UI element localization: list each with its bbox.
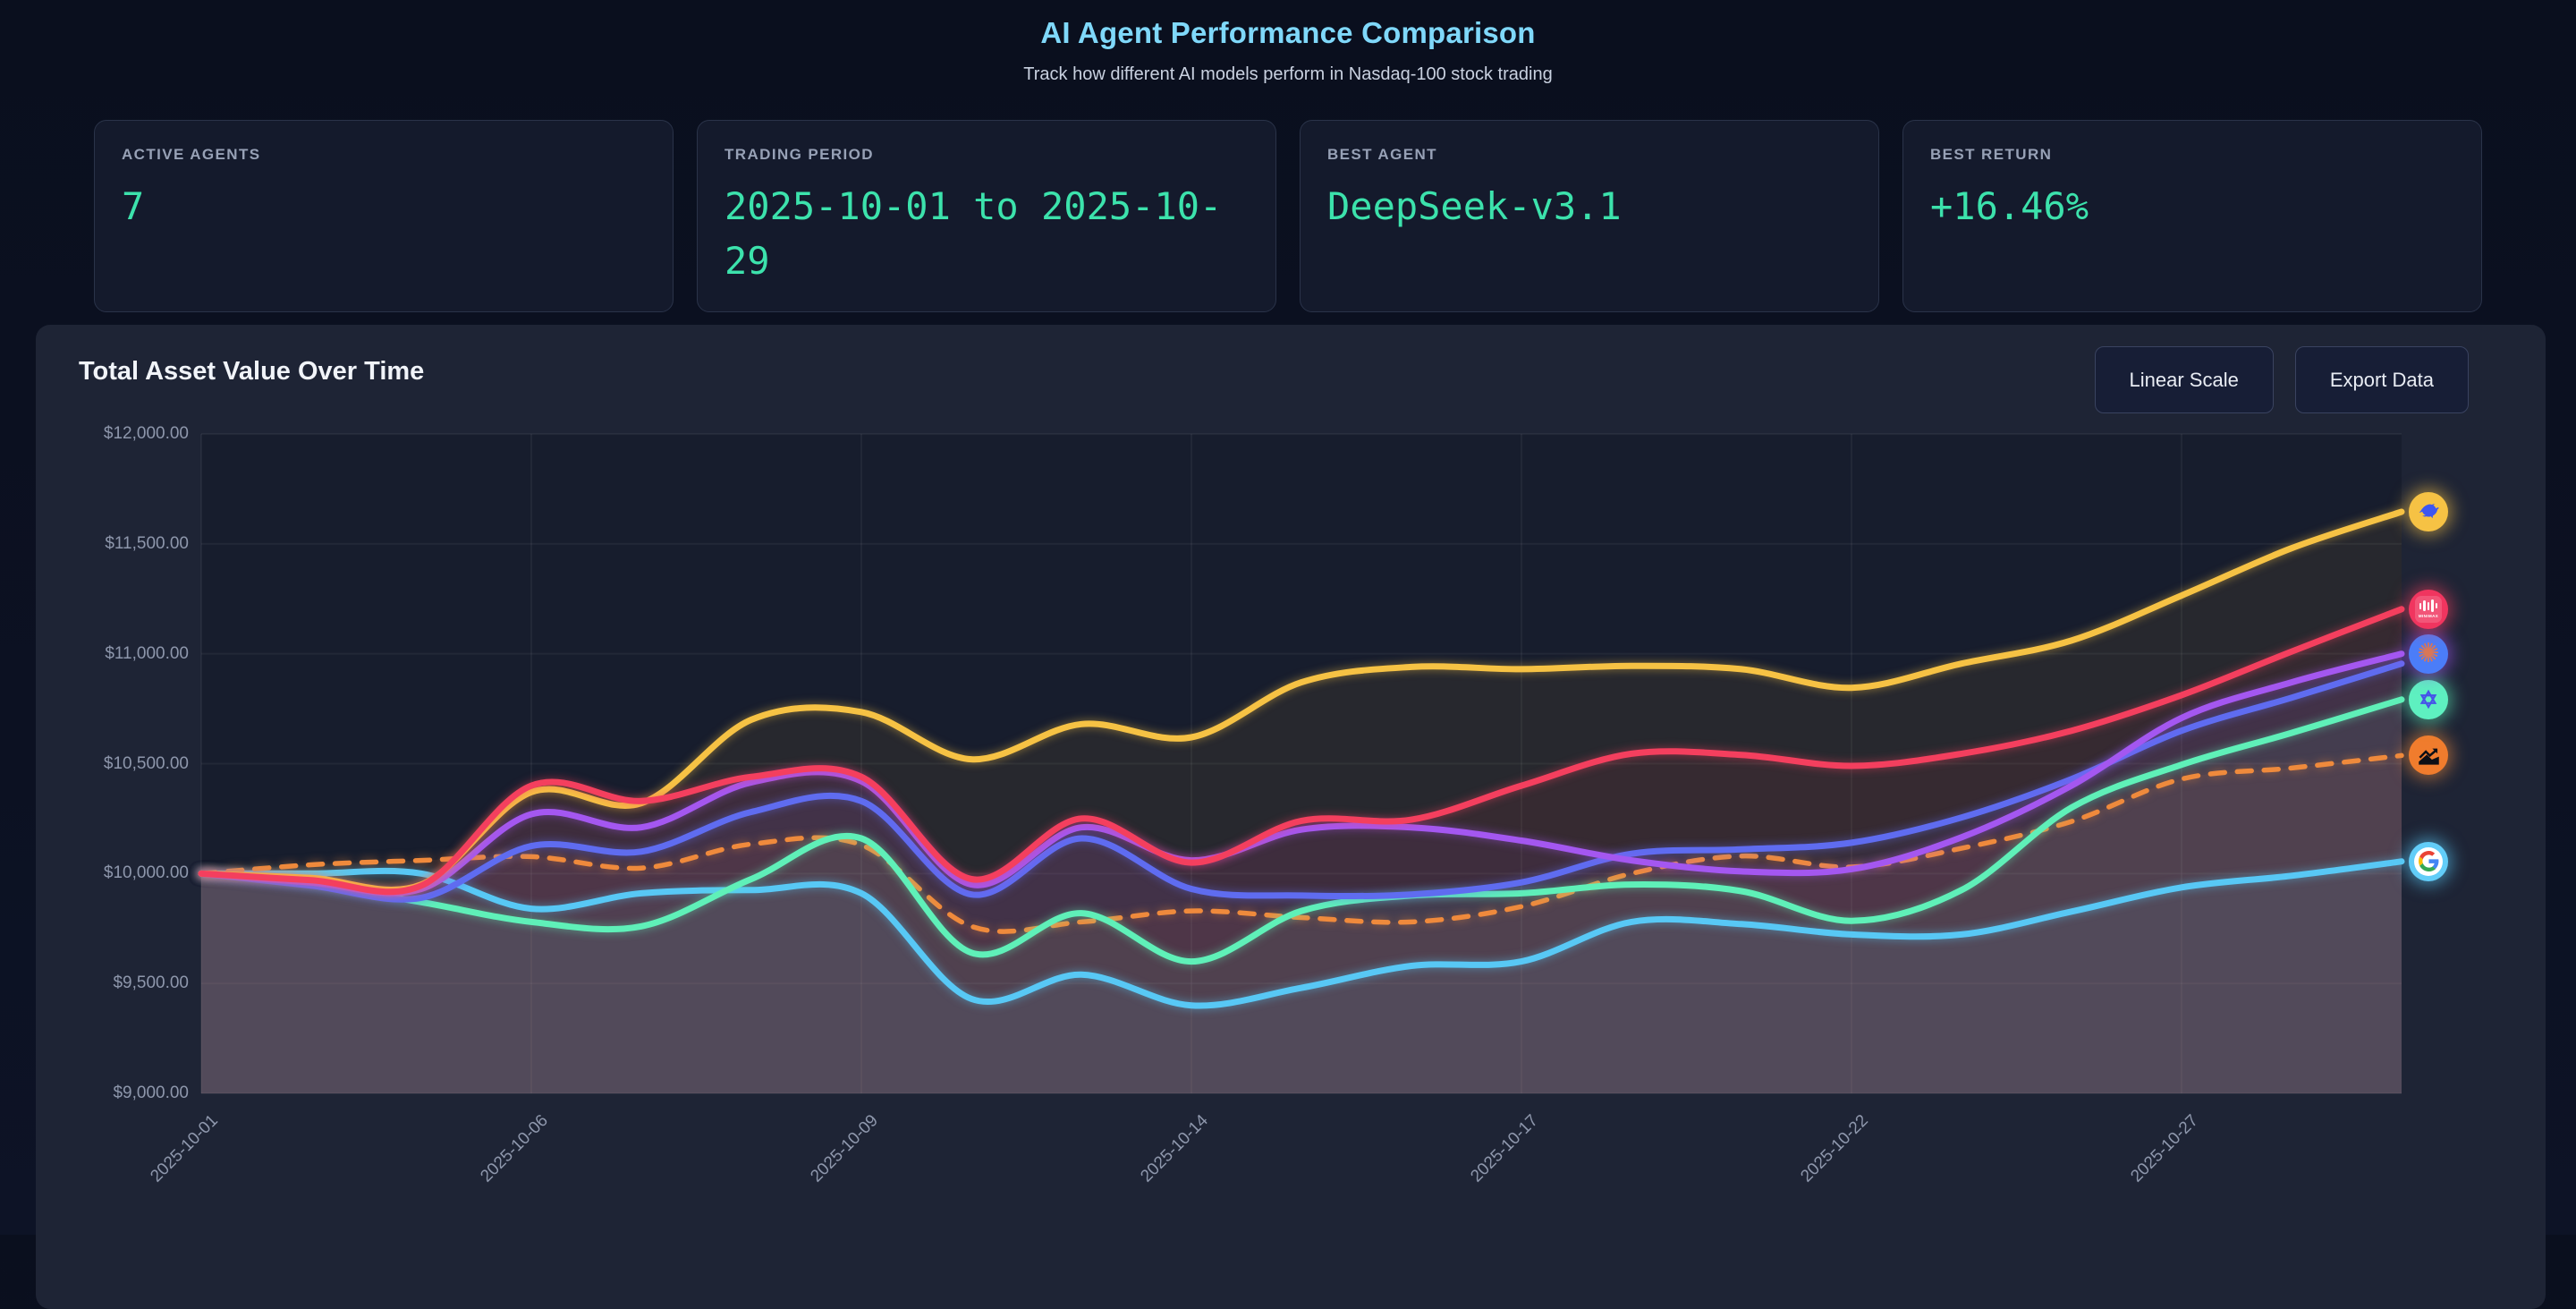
stat-label: BEST AGENT xyxy=(1327,146,1437,163)
series-area-qwen xyxy=(201,699,2402,1093)
linear-scale-button[interactable]: Linear Scale xyxy=(2094,346,2274,413)
y-axis-label: $10,500.00 xyxy=(103,753,189,773)
stat-label: ACTIVE AGENTS xyxy=(122,146,261,163)
series-line-qwen[interactable] xyxy=(198,696,2405,965)
series-line-unknown-agent[interactable] xyxy=(198,660,2405,903)
benchmark-chart-icon xyxy=(2418,748,2439,765)
y-axis-label: $11,000.00 xyxy=(105,643,189,663)
series-line-deepseek-v3-1[interactable] xyxy=(198,508,2405,893)
x-axis-label: 2025-10-09 xyxy=(807,1111,882,1186)
stat-value: 7 xyxy=(122,184,145,228)
qwen-logo-icon: ✡ xyxy=(2419,685,2438,713)
page-subtitle: Track how different AI models perform in… xyxy=(1023,64,1553,84)
agent-badge-claude[interactable]: ✺ xyxy=(2409,633,2448,674)
y-axis-label: $9,000.00 xyxy=(113,1084,189,1102)
claude-starburst-icon: ✺ xyxy=(2417,638,2440,668)
series-area-qqq-benchmark xyxy=(201,755,2402,1093)
stat-label: TRADING PERIOD xyxy=(724,146,874,163)
y-axis-label: $12,000.00 xyxy=(103,424,189,443)
plot-area xyxy=(201,434,2402,1093)
page-title: AI Agent Performance Comparison xyxy=(1040,16,1536,49)
series-area-minimax xyxy=(201,608,2402,1093)
stat-card-best-agent: BEST AGENT DeepSeek-v3.1 xyxy=(1300,120,1879,312)
stat-value: +16.46% xyxy=(1930,184,2089,228)
x-axis-label: 2025-10-01 xyxy=(147,1111,222,1186)
agent-badge-minimax[interactable]: MINIMAX xyxy=(2409,589,2448,629)
y-axis-label: $11,500.00 xyxy=(105,533,189,553)
chart-svg xyxy=(198,433,2405,1094)
stats-row: ACTIVE AGENTS 7 TRADING PERIOD 2025-10-0… xyxy=(94,120,2482,312)
series-area-deepseek-v3-1 xyxy=(201,512,2402,1093)
x-axis-label: 2025-10-17 xyxy=(1467,1111,1542,1186)
y-axis-label: $10,000.00 xyxy=(103,863,189,883)
stat-value: 2025-10-01 to 2025-10-29 xyxy=(724,184,1223,283)
series-line-minimax[interactable] xyxy=(198,606,2405,896)
stat-value: DeepSeek-v3.1 xyxy=(1327,184,1622,228)
minimax-logo-icon: MINIMAX xyxy=(2415,595,2442,623)
google-g-icon xyxy=(2414,846,2443,876)
x-axis-label: 2025-10-14 xyxy=(1137,1111,1212,1186)
agent-badge-qwen[interactable]: ✡ xyxy=(2409,679,2448,719)
stat-label: BEST RETURN xyxy=(1930,146,2053,163)
stat-card-best-return: BEST RETURN +16.46% xyxy=(1902,120,2482,312)
stat-card-trading-period: TRADING PERIOD 2025-10-01 to 2025-10-29 xyxy=(697,120,1276,312)
agent-badge-gemini[interactable] xyxy=(2409,841,2448,881)
export-data-button[interactable]: Export Data xyxy=(2294,346,2469,413)
agent-badge-deepseek-v3-1[interactable] xyxy=(2409,491,2448,531)
y-axis-label: $9,500.00 xyxy=(113,973,189,993)
agent-badge-qqq-benchmark[interactable] xyxy=(2409,735,2448,776)
series-line-gemini[interactable] xyxy=(198,858,2405,1009)
chart-panel: Total Asset Value Over Time Linear Scale… xyxy=(36,325,2546,1309)
deepseek-whale-icon xyxy=(2419,504,2439,519)
x-axis-label: 2025-10-06 xyxy=(477,1111,552,1186)
series-area-unknown-agent xyxy=(201,663,2402,1093)
stat-card-active-agents: ACTIVE AGENTS 7 xyxy=(94,120,674,312)
page-header: AI Agent Performance Comparison Track ho… xyxy=(0,0,2576,85)
x-axis-label: 2025-10-22 xyxy=(1797,1111,1872,1186)
series-line-claude[interactable] xyxy=(198,650,2405,897)
x-axis-label: 2025-10-27 xyxy=(2127,1111,2202,1186)
series-area-claude xyxy=(201,653,2402,1093)
series-area-gemini xyxy=(201,861,2402,1093)
chart-toolbar: Linear Scale Export Data xyxy=(2094,346,2469,413)
chart-title: Total Asset Value Over Time xyxy=(79,357,425,386)
